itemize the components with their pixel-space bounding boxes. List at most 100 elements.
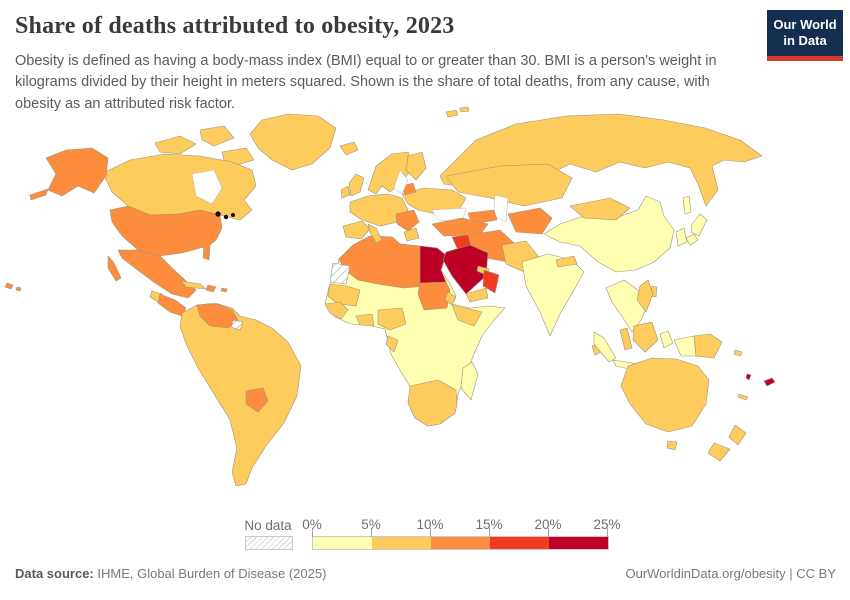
chart-subtitle: Obesity is defined as having a body-mass… xyxy=(15,53,717,112)
baltic-sea xyxy=(393,169,409,195)
region-sumatra[interactable] xyxy=(593,331,617,363)
region-central-asia[interactable] xyxy=(507,207,553,235)
region-solomon-islands[interactable] xyxy=(733,349,743,357)
region-cameroon-gabon[interactable] xyxy=(385,335,399,353)
region-kazakhstan[interactable] xyxy=(445,163,573,207)
legend-no-data-label: No data xyxy=(244,518,292,533)
region-australia[interactable] xyxy=(620,357,710,433)
legend-bin-3[interactable] xyxy=(490,537,549,549)
legend-tick xyxy=(430,528,431,537)
region-tasmania[interactable] xyxy=(666,440,678,451)
region-mongolia[interactable] xyxy=(569,197,631,221)
region-ethiopia[interactable] xyxy=(451,304,483,327)
great-lakes xyxy=(223,214,229,220)
region-greenland[interactable] xyxy=(249,113,337,171)
region-south-america[interactable] xyxy=(179,302,302,487)
region-iceland[interactable] xyxy=(339,141,359,156)
region-nepal[interactable] xyxy=(555,255,578,268)
region-new-zealand[interactable] xyxy=(707,442,731,462)
region-svalbard[interactable] xyxy=(459,106,470,113)
region-turkey[interactable] xyxy=(431,217,489,237)
legend-no-data-swatch[interactable] xyxy=(245,536,293,550)
owid-logo[interactable]: Our World in Data xyxy=(767,10,843,61)
region-iberia[interactable] xyxy=(342,220,371,240)
page-title: Share of deaths attributed to obesity, 2… xyxy=(15,13,455,39)
region-new-zealand[interactable] xyxy=(728,424,747,446)
region-borneo[interactable] xyxy=(632,321,659,353)
legend-tick xyxy=(607,528,608,537)
region-western-sahara[interactable] xyxy=(329,262,351,285)
region-malaysia[interactable] xyxy=(619,327,633,351)
region-alaska[interactable] xyxy=(29,188,49,201)
region-southern-africa[interactable] xyxy=(407,379,458,427)
region-senegal-guinea[interactable] xyxy=(324,301,349,320)
region-yemen[interactable] xyxy=(465,287,489,303)
region-cuba[interactable] xyxy=(180,280,207,290)
legend-tick xyxy=(371,528,372,537)
region-canada[interactable] xyxy=(199,125,235,147)
region-ireland[interactable] xyxy=(340,185,351,199)
region-korea[interactable] xyxy=(675,227,688,247)
region-central-america[interactable] xyxy=(157,293,187,317)
legend-tick-label: 5% xyxy=(361,517,381,532)
region-philippines[interactable] xyxy=(636,279,654,313)
region-egypt[interactable] xyxy=(419,245,447,284)
region-saudi-arabia[interactable] xyxy=(442,244,489,295)
region-greece[interactable] xyxy=(403,227,420,242)
owid-logo-red-bar xyxy=(767,55,843,61)
caspian-sea xyxy=(493,194,509,223)
region-italy[interactable] xyxy=(367,223,383,244)
region-madagascar[interactable] xyxy=(460,361,479,401)
hudson-bay xyxy=(191,169,223,205)
region-puerto-rico[interactable] xyxy=(220,287,228,293)
legend-tick-label: 0% xyxy=(302,517,322,532)
region-fiji[interactable] xyxy=(763,377,776,387)
region-hawaii[interactable] xyxy=(15,286,22,292)
region-hispaniola[interactable] xyxy=(205,284,217,293)
region-mauritania[interactable] xyxy=(327,283,361,307)
legend-tick xyxy=(489,528,490,537)
region-indochina[interactable] xyxy=(605,279,649,333)
region-finland[interactable] xyxy=(405,151,427,181)
data-source-label: Data source: xyxy=(15,566,94,581)
legend-bin-2[interactable] xyxy=(431,537,490,549)
region-west-papua[interactable] xyxy=(673,335,697,357)
region-sakhalin[interactable] xyxy=(682,195,692,215)
region-papua-new-guinea[interactable] xyxy=(693,333,723,359)
region-oman[interactable] xyxy=(482,269,500,294)
region-nigeria[interactable] xyxy=(377,307,407,331)
region-paraguay[interactable] xyxy=(245,387,269,413)
region-japan[interactable] xyxy=(690,213,708,237)
data-source-text: IHME, Global Burden of Disease (2025) xyxy=(93,566,327,581)
region-india[interactable] xyxy=(521,253,585,337)
world-choropleth-map xyxy=(0,98,850,510)
legend-bin-1[interactable] xyxy=(372,537,431,549)
owid-logo-text: Our World in Data xyxy=(773,17,837,49)
region-french-guiana[interactable] xyxy=(230,319,244,331)
region-ghana[interactable] xyxy=(355,313,375,327)
region-mexico[interactable] xyxy=(107,255,122,282)
great-lakes xyxy=(231,213,235,217)
region-united-kingdom[interactable] xyxy=(348,173,365,197)
region-svalbard[interactable] xyxy=(445,109,459,118)
legend-tick-label: 25% xyxy=(593,517,621,532)
legend-tick xyxy=(548,528,549,537)
region-alaska[interactable] xyxy=(45,147,109,197)
data-source-line: Data source: IHME, Global Burden of Dise… xyxy=(15,566,326,581)
legend-bin-0[interactable] xyxy=(313,537,372,549)
region-united-states[interactable] xyxy=(109,205,223,261)
region-mexico[interactable] xyxy=(117,249,197,299)
region-vanuatu[interactable] xyxy=(745,373,752,381)
region-japan[interactable] xyxy=(685,233,699,246)
owid-url-license-link[interactable]: OurWorldinData.org/obesity | CC BY xyxy=(625,566,837,581)
legend-bin-4[interactable] xyxy=(549,537,608,549)
region-balkans[interactable] xyxy=(395,209,420,232)
region-hawaii[interactable] xyxy=(4,282,14,290)
region-sulawesi[interactable] xyxy=(659,330,674,349)
region-sudan[interactable] xyxy=(417,281,451,311)
region-canada[interactable] xyxy=(154,135,197,155)
region-new-caledonia[interactable] xyxy=(737,393,749,401)
legend-tick-label: 10% xyxy=(416,517,444,532)
legend-tick-label: 20% xyxy=(534,517,562,532)
